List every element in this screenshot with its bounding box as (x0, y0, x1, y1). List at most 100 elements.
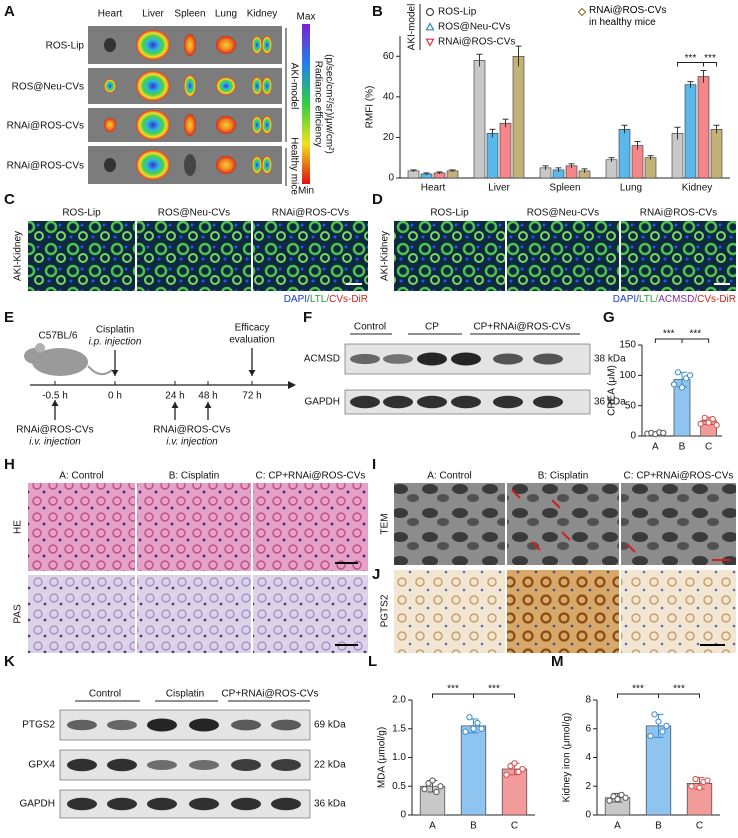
bar (631, 145, 644, 179)
colorbar (302, 24, 310, 184)
micrograph (28, 221, 135, 291)
data-point (425, 780, 432, 787)
micrograph (253, 575, 368, 653)
y-axis-label: CREA (μM) (607, 365, 618, 416)
data-point (655, 718, 662, 725)
y-axis-label: MDA (μmol/g) (377, 727, 388, 788)
row-label: RNAi@ROS-CVs (7, 121, 84, 132)
micrograph (137, 575, 251, 653)
image-title: C: CP+RNAi@ROS-CVs (624, 471, 734, 482)
blot-band (493, 395, 523, 409)
organ-signal (252, 77, 262, 95)
bar (486, 133, 499, 179)
data-point (688, 783, 695, 790)
data-point (610, 793, 617, 800)
bar (407, 170, 420, 179)
image-title: ROS-Lip (62, 208, 101, 219)
blot-band (189, 760, 219, 770)
significance-label: *** (704, 53, 716, 64)
image-title: C: CP+RNAi@ROS-CVs (256, 471, 366, 482)
protein-label: PTGS2 (22, 720, 55, 731)
blot-band (383, 395, 413, 409)
panel-letter: H (4, 456, 15, 473)
data-point (519, 765, 526, 773)
organ-signal (136, 110, 170, 140)
blot-band (350, 395, 380, 409)
data-point (647, 732, 654, 740)
organ-signal (252, 156, 262, 174)
row-label: ROS@Neu-CVs (12, 82, 84, 93)
blot-band (271, 759, 301, 771)
arrow-marker (511, 489, 521, 499)
organ-label: Liver (142, 9, 164, 20)
x-tick-label: C (705, 442, 712, 453)
colorbar-label: (p/sec/cm²/sr)/μw/cm²) (323, 54, 334, 154)
arrow-marker (531, 541, 541, 551)
legend-label: RNAi@ROS-CVs (438, 37, 515, 48)
x-tick-label: A (614, 821, 621, 832)
mouse-tail (87, 365, 113, 376)
y-tick-label: 0 (388, 173, 394, 184)
stain-part: DAPI/ (613, 294, 639, 305)
blot-group: Control (354, 322, 386, 333)
arrowhead (248, 370, 256, 376)
stain-part: CVs-DiR (329, 294, 368, 305)
organ-label: Heart (98, 9, 123, 20)
blot-band (189, 718, 219, 732)
panel-letter: I (372, 456, 376, 473)
y-tick-label: 40 (383, 91, 395, 102)
time-label: 24 h (165, 391, 184, 402)
significance-label: *** (663, 329, 675, 340)
organ-signal (104, 118, 116, 132)
protein-label: ACMSD (304, 354, 340, 365)
panel-letter: F (303, 309, 312, 326)
x-tick-label: C (511, 821, 518, 832)
stain-legend: DAPI/LTL/ACMSD/CVs-DiR (613, 294, 736, 305)
blot-band (533, 353, 563, 365)
organ-signal (216, 77, 236, 95)
injection-label: RNAi@ROS-CVs (16, 425, 93, 436)
y-tick-label: 6 (585, 723, 591, 734)
data-point (507, 763, 514, 770)
blot-band (231, 719, 261, 731)
strain-label: C57BL/6 (39, 331, 78, 342)
side-label: HE (13, 520, 24, 534)
y-tick-label: 2.0 (392, 695, 406, 706)
micrograph (394, 570, 505, 653)
organ-signal (184, 34, 196, 56)
x-tick-label: B (655, 821, 662, 832)
row-label: ROS-Lip (46, 41, 85, 52)
marker (425, 38, 435, 47)
organ-signal (184, 114, 196, 136)
injection-label: i.v. injection (166, 437, 218, 448)
y-tick-label: 150 (619, 340, 636, 351)
bar (645, 725, 672, 816)
y-tick-label: 100 (619, 370, 636, 381)
protein-label: GAPDH (19, 799, 55, 810)
blot-band (383, 354, 413, 364)
data-point (606, 797, 613, 804)
y-tick-label: 4 (585, 752, 591, 763)
data-point (470, 725, 477, 732)
x-tick-label: Spleen (549, 183, 580, 194)
panel-letter: D (372, 191, 383, 208)
image-title: A: Control (427, 471, 471, 482)
bar (499, 122, 512, 179)
x-tick-label: Heart (421, 183, 446, 194)
blot-band (147, 760, 177, 770)
y-tick-label: 0.5 (392, 781, 406, 792)
significance-bracket (473, 693, 515, 698)
micrograph (621, 221, 736, 291)
size-label: 38 kDa (594, 354, 626, 365)
blot (59, 789, 311, 819)
bar (512, 55, 525, 179)
blot-band (231, 759, 261, 771)
organ-signal (136, 30, 170, 60)
side-label: AKI-Kidney (13, 231, 24, 281)
x-tick-label: B (679, 442, 686, 453)
side-label: AKI-Kidney (380, 231, 391, 281)
image-title: B: Cisplatin (538, 471, 589, 482)
y-axis-label: RMFI (%) (365, 86, 376, 129)
y-tick-label: 0 (630, 431, 636, 442)
significance-label: *** (689, 329, 701, 340)
